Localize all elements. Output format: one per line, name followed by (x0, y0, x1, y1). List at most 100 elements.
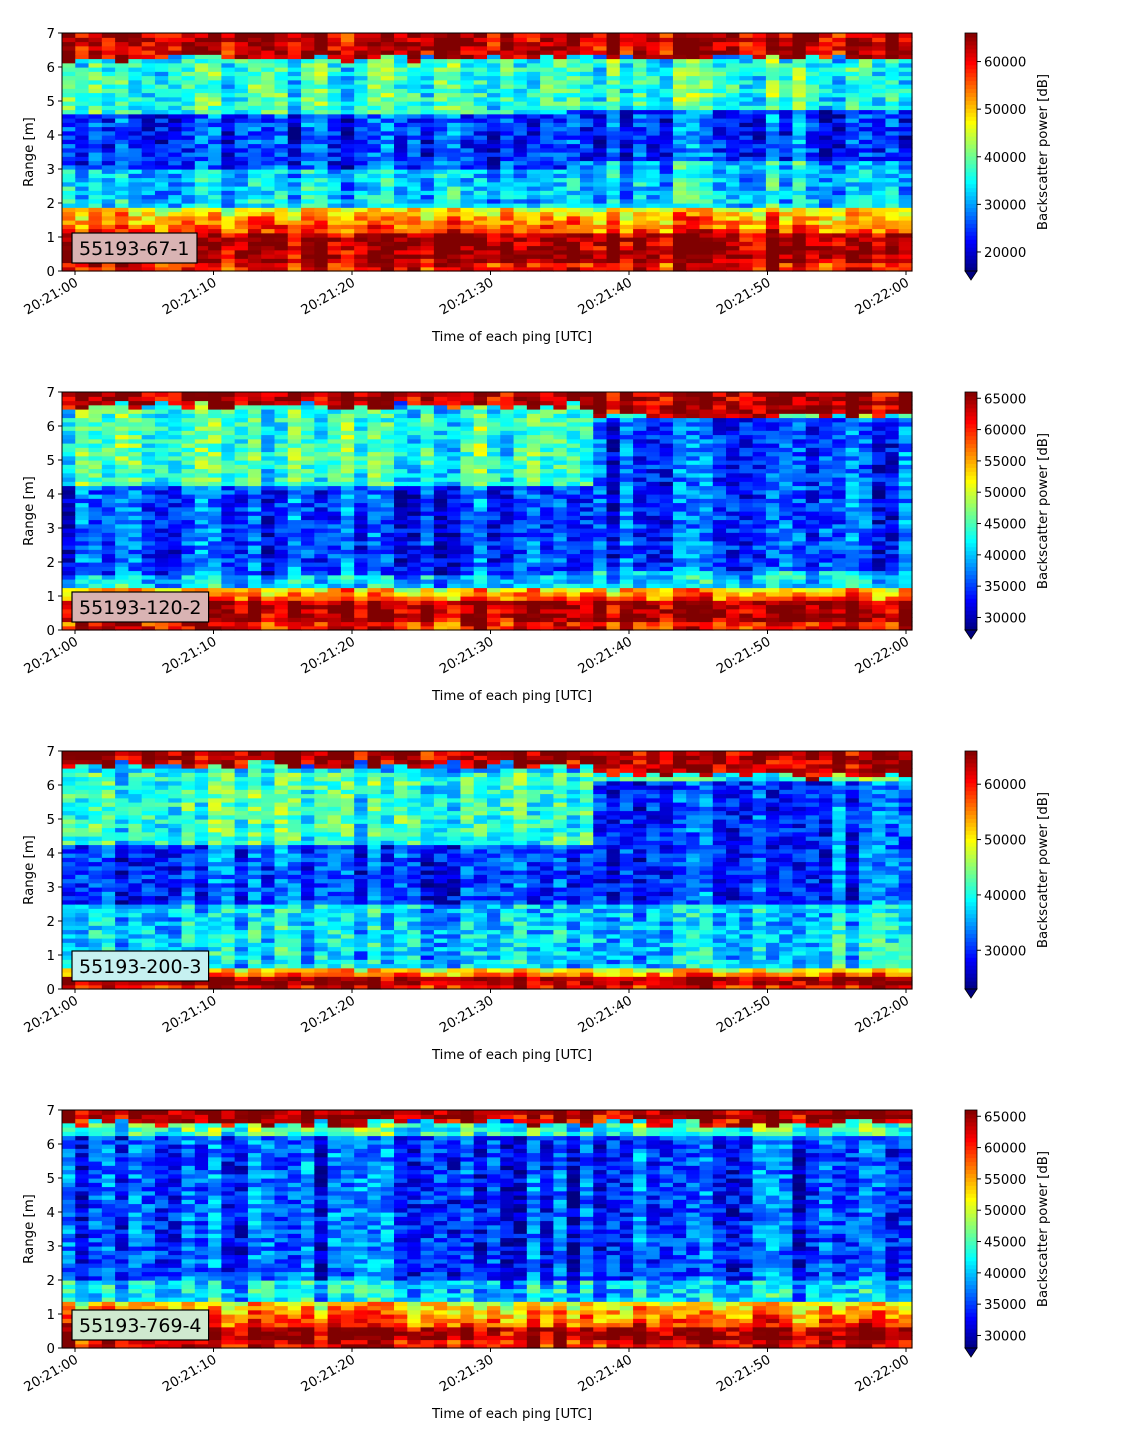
heatmap-cell (633, 58, 647, 64)
heatmap-cell (181, 455, 196, 461)
heatmap-cell (872, 207, 887, 213)
heatmap-cell (500, 232, 515, 238)
heatmap-cell (765, 254, 780, 259)
heatmap-cell (686, 190, 701, 196)
heatmap-cell (314, 468, 329, 474)
heatmap-cell (101, 447, 116, 453)
heatmap-cell (460, 50, 475, 55)
heatmap-cell (261, 67, 276, 72)
heatmap-cell (593, 118, 608, 123)
heatmap-cell (606, 54, 621, 60)
heatmap-cell (287, 224, 302, 230)
heatmap-cell (832, 237, 847, 242)
heatmap-cell (75, 122, 90, 128)
heatmap-cell (115, 105, 130, 111)
heatmap-cell (566, 139, 581, 145)
heatmap-cell (858, 45, 873, 51)
heatmap-cell (367, 203, 382, 208)
heatmap-cell (234, 583, 249, 589)
heatmap-cell (739, 160, 754, 166)
heatmap-cell (659, 169, 674, 174)
heatmap-cell (208, 566, 222, 572)
heatmap-cell (579, 266, 594, 272)
heatmap-cell (154, 553, 169, 559)
heatmap-cell (88, 164, 103, 170)
heatmap-cell (420, 203, 435, 208)
heatmap-cell (433, 96, 448, 102)
heatmap-cell (62, 79, 76, 85)
heatmap-cell (380, 88, 395, 94)
heatmap-cell (181, 540, 196, 546)
heatmap-cell (792, 237, 807, 242)
heatmap-cell (593, 156, 608, 162)
heatmap-cell (579, 232, 594, 238)
heatmap-cell (566, 62, 581, 68)
heatmap-cell (752, 249, 767, 255)
heatmap-cell (354, 472, 369, 478)
colorbar-segment (965, 163, 977, 169)
heatmap-cell (659, 54, 674, 60)
heatmap-cell (433, 173, 448, 179)
heatmap-cell (420, 139, 435, 145)
heatmap-cell (354, 75, 369, 81)
heatmap-cell (659, 62, 674, 68)
heatmap-cell (221, 135, 236, 140)
heatmap-cell (633, 207, 647, 213)
heatmap-cell (287, 50, 302, 55)
heatmap-cell (168, 198, 183, 204)
heatmap-cell (354, 203, 369, 208)
heatmap-cell (261, 266, 276, 272)
heatmap-cell (805, 156, 820, 162)
heatmap-cell (115, 177, 130, 183)
heatmap-cell (832, 58, 847, 64)
heatmap-cell (726, 118, 740, 123)
heatmap-cell (354, 88, 369, 94)
heatmap-cell (606, 254, 621, 259)
heatmap-cell (407, 169, 422, 174)
heatmap-cell (340, 105, 355, 111)
heatmap-cell (128, 460, 143, 465)
heatmap-cell (633, 37, 647, 43)
heatmap-cell (646, 130, 661, 136)
heatmap-cell (726, 177, 740, 183)
heatmap-cell (327, 156, 342, 162)
heatmap-cell (566, 135, 581, 140)
heatmap-cell (898, 71, 913, 77)
heatmap-cell (739, 147, 754, 153)
heatmap-cell (181, 262, 196, 268)
heatmap-cell (287, 156, 302, 162)
heatmap-cell (380, 220, 395, 225)
heatmap-cell (619, 143, 634, 149)
heatmap-cell (540, 135, 555, 140)
heatmap-cell (327, 519, 342, 525)
heatmap-cell (287, 485, 302, 491)
heatmap-cell (606, 237, 621, 242)
heatmap-cell (221, 92, 236, 98)
heatmap-cell (115, 215, 130, 221)
heatmap-cell (274, 33, 289, 38)
heatmap-cell (646, 169, 661, 174)
heatmap-cell (553, 258, 568, 264)
heatmap-cell (194, 464, 209, 470)
heatmap-cell (327, 152, 342, 157)
heatmap-cell (579, 258, 594, 264)
heatmap-cell (420, 41, 435, 47)
y-tick-label: 5 (47, 95, 55, 110)
heatmap-cell (619, 173, 634, 179)
heatmap-cell (194, 481, 209, 487)
heatmap-cell (447, 203, 462, 208)
heatmap-cell (62, 477, 76, 482)
heatmap-cell (540, 33, 555, 38)
heatmap-cell (247, 519, 262, 525)
heatmap-cell (712, 245, 727, 251)
heatmap-cell (380, 50, 395, 55)
heatmap-cell (287, 392, 302, 397)
heatmap-cell (314, 502, 329, 508)
colorbar-segment (965, 199, 977, 205)
heatmap-cell (194, 443, 209, 448)
heatmap-cell (739, 37, 754, 43)
heatmap-cell (433, 67, 448, 72)
colorbar-segment (965, 187, 977, 193)
heatmap-cell (181, 37, 196, 43)
